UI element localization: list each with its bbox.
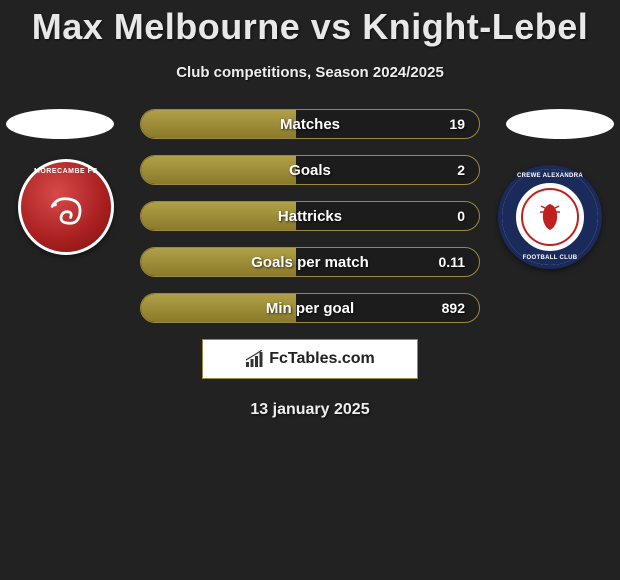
stat-fill	[141, 156, 296, 184]
page-title: Max Melbourne vs Knight-Lebel	[0, 0, 620, 48]
chart-icon	[245, 350, 265, 368]
stat-row: Goals per match 0.11	[140, 247, 480, 277]
stat-value: 2	[457, 162, 465, 178]
subtitle: Club competitions, Season 2024/2025	[0, 64, 620, 81]
stat-fill	[141, 110, 296, 138]
badge-left-circle: MORECAMBE FC	[18, 159, 114, 255]
brand-box[interactable]: FcTables.com	[202, 339, 418, 379]
flag-right	[506, 109, 614, 139]
stat-label: Min per goal	[266, 300, 354, 317]
badge-right-label-top: CREWE ALEXANDRA	[502, 173, 598, 179]
stat-label: Goals	[289, 162, 331, 179]
brand-label: FcTables.com	[269, 350, 375, 368]
stats-list: Matches 19 Goals 2 Hattricks 0 Goals per match…	[140, 109, 480, 323]
badge-right-inner	[521, 188, 579, 246]
badge-right-circle: CREWE ALEXANDRA FOOTBALL CLUB	[498, 165, 602, 269]
club-badge-left: MORECAMBE FC	[18, 159, 114, 255]
date-label: 13 january 2025	[0, 401, 620, 419]
stat-row: Hattricks 0	[140, 201, 480, 231]
stat-label: Goals per match	[251, 254, 369, 271]
stat-value: 19	[449, 116, 465, 132]
stat-value: 0.11	[439, 254, 465, 270]
shrimp-icon	[43, 188, 89, 234]
badge-left-label: MORECAMBE FC	[21, 168, 111, 175]
flag-left	[6, 109, 114, 139]
lion-icon	[535, 200, 565, 234]
stat-row: Goals 2	[140, 155, 480, 185]
stat-value: 0	[457, 208, 465, 224]
stat-label: Hattricks	[278, 208, 342, 225]
badge-right-label-bottom: FOOTBALL CLUB	[502, 255, 598, 261]
stat-value: 892	[442, 300, 465, 316]
club-badge-right: CREWE ALEXANDRA FOOTBALL CLUB	[498, 165, 602, 269]
stat-row: Min per goal 892	[140, 293, 480, 323]
stat-fill	[141, 202, 296, 230]
stat-row: Matches 19	[140, 109, 480, 139]
content-area: MORECAMBE FC CREWE ALEXANDRA FOOTBALL CL…	[0, 109, 620, 419]
stat-label: Matches	[280, 116, 340, 133]
